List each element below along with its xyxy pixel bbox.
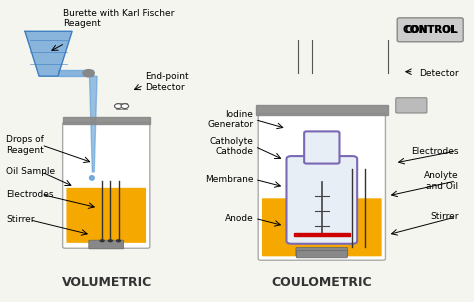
Text: Oil Sample: Oil Sample	[6, 167, 55, 176]
FancyBboxPatch shape	[396, 98, 427, 113]
Text: CONTROL: CONTROL	[402, 25, 458, 35]
Polygon shape	[58, 70, 93, 76]
Polygon shape	[63, 117, 150, 124]
FancyBboxPatch shape	[304, 131, 339, 164]
Text: Electrodes: Electrodes	[6, 190, 54, 199]
Ellipse shape	[117, 240, 120, 242]
Circle shape	[83, 70, 94, 77]
Polygon shape	[25, 31, 72, 76]
Text: VOLUMETRIC: VOLUMETRIC	[62, 276, 153, 289]
Circle shape	[115, 104, 122, 108]
FancyBboxPatch shape	[296, 251, 347, 258]
FancyBboxPatch shape	[89, 240, 124, 249]
Text: Burette with Karl Fischer
Reagent: Burette with Karl Fischer Reagent	[63, 9, 174, 28]
FancyBboxPatch shape	[63, 123, 150, 248]
Text: Stirrer: Stirrer	[430, 212, 458, 221]
FancyBboxPatch shape	[258, 114, 385, 260]
Text: End-point
Detector: End-point Detector	[145, 72, 189, 92]
Ellipse shape	[90, 176, 94, 180]
FancyBboxPatch shape	[286, 156, 357, 244]
Polygon shape	[293, 233, 350, 236]
Text: Anode: Anode	[225, 214, 254, 223]
Text: Catholyte
Cathode: Catholyte Cathode	[210, 137, 254, 156]
Text: Detector: Detector	[419, 69, 458, 78]
Polygon shape	[90, 76, 97, 172]
FancyBboxPatch shape	[397, 18, 463, 42]
Text: CONTROL: CONTROL	[404, 25, 456, 35]
Polygon shape	[256, 104, 388, 115]
Ellipse shape	[109, 240, 112, 242]
FancyBboxPatch shape	[66, 188, 146, 243]
Text: Stirrer: Stirrer	[6, 215, 35, 224]
Text: Anolyte
and Oil: Anolyte and Oil	[424, 171, 458, 191]
FancyBboxPatch shape	[296, 247, 348, 257]
Ellipse shape	[100, 240, 104, 242]
Text: Electrodes: Electrodes	[411, 146, 458, 156]
Text: COULOMETRIC: COULOMETRIC	[272, 276, 372, 289]
Text: Membrane: Membrane	[205, 175, 254, 184]
Circle shape	[121, 104, 128, 108]
Text: Iodine
Generator: Iodine Generator	[207, 110, 254, 129]
Text: Drops of
Reagent: Drops of Reagent	[6, 135, 44, 155]
FancyBboxPatch shape	[262, 198, 382, 256]
